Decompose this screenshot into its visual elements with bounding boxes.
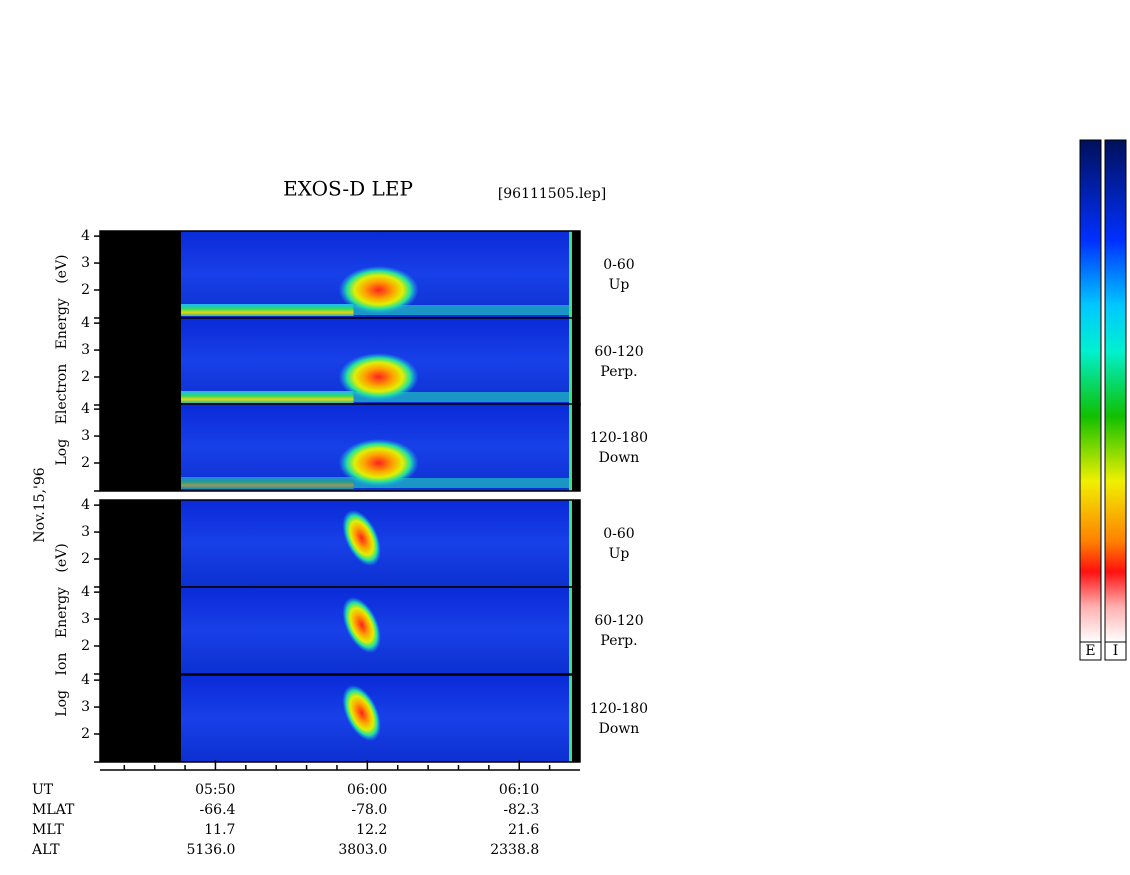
- spectrogram-edge: [569, 587, 572, 674]
- orbit-value: -82.3: [503, 802, 539, 818]
- panel-frame: [99, 674, 581, 763]
- y-tick-label: 2: [81, 551, 90, 567]
- y-tick-label: 3: [81, 342, 90, 358]
- y-tick-label: 2: [81, 638, 90, 654]
- orbit-row-label: UT: [32, 782, 54, 798]
- orbit-value: 5136.0: [186, 842, 235, 858]
- orbit-value: 21.6: [508, 822, 539, 838]
- y-axis-label: Log Ion Energy (eV): [54, 543, 70, 716]
- date-label: Nov.15,'96: [32, 467, 48, 542]
- colorbar-label: I: [1113, 643, 1119, 659]
- spectrogram-feature: [342, 684, 381, 742]
- spectrogram-edge: [569, 404, 572, 491]
- colorbar-label-box: [1104, 641, 1127, 661]
- orbit-row-label: MLT: [32, 822, 64, 838]
- panel-frame: [99, 403, 581, 492]
- orbit-value: 06:10: [499, 782, 539, 798]
- y-tick-label: 2: [81, 369, 90, 385]
- spectrogram-edge: [569, 675, 572, 762]
- spectrogram-band: [353, 305, 572, 315]
- spectrogram-band: [181, 391, 354, 403]
- orbit-value: -66.4: [200, 802, 236, 818]
- spectrogram-feature: [342, 509, 381, 567]
- y-axis-label: Log Electron Energy (eV): [54, 254, 70, 465]
- y-tick-label: 3: [81, 255, 90, 271]
- colorbar: [1104, 139, 1127, 643]
- orbit-value: 11.7: [204, 822, 235, 838]
- file-label: [96111505.lep]: [498, 186, 606, 202]
- y-tick-label: 3: [81, 428, 90, 444]
- spectrogram-band: [353, 478, 572, 488]
- colorbar-label-box: [1079, 641, 1102, 661]
- orbit-value: 12.2: [356, 822, 387, 838]
- panel-angle: 0-60: [603, 257, 634, 273]
- panel-angle: 120-180: [590, 701, 648, 717]
- spectrogram-band: [353, 392, 572, 402]
- orbit-value: 3803.0: [338, 842, 387, 858]
- orbit-row-label: ALT: [31, 842, 60, 858]
- panel-direction: Down: [599, 450, 640, 466]
- orbit-value: 06:00: [347, 782, 387, 798]
- spectrogram-band: [181, 304, 354, 316]
- y-tick-label: 4: [81, 672, 90, 688]
- panel-direction: Up: [609, 546, 630, 562]
- orbit-value: 2338.8: [490, 842, 539, 858]
- panel-angle: 0-60: [603, 526, 634, 542]
- orbit-value: -78.0: [351, 802, 387, 818]
- spectrogram-band: [181, 477, 354, 489]
- y-tick-label: 4: [81, 228, 90, 244]
- spectrogram-edge: [569, 318, 572, 405]
- y-tick-label: 2: [81, 726, 90, 742]
- spectrogram-edge: [569, 500, 572, 587]
- y-tick-label: 2: [81, 455, 90, 471]
- panel-angle: 60-120: [594, 344, 643, 360]
- y-tick-label: 2: [81, 282, 90, 298]
- spectrogram-feature: [338, 266, 419, 314]
- spectrogram-feature: [338, 353, 419, 401]
- panel-angle: 120-180: [590, 430, 648, 446]
- y-tick-label: 3: [81, 699, 90, 715]
- chart-title: EXOS-D LEP: [283, 177, 413, 201]
- panel-angle: 60-120: [594, 613, 643, 629]
- y-tick-label: 4: [81, 497, 90, 513]
- panel-direction: Down: [599, 721, 640, 737]
- y-tick-label: 3: [81, 611, 90, 627]
- y-tick-label: 3: [81, 524, 90, 540]
- panel-frame: [99, 586, 581, 675]
- y-tick-label: 4: [81, 584, 90, 600]
- orbit-row-label: MLAT: [32, 802, 75, 818]
- panel-direction: Perp.: [600, 633, 637, 649]
- spectrogram-edge: [569, 231, 572, 318]
- panel-direction: Perp.: [600, 364, 637, 380]
- y-tick-label: 4: [81, 401, 90, 417]
- colorbar-label: E: [1085, 643, 1095, 659]
- spectrogram-feature: [338, 439, 419, 487]
- spectrogram-feature: [342, 596, 381, 654]
- panel-direction: Up: [609, 277, 630, 293]
- colorbar: [1079, 139, 1102, 643]
- y-tick-label: 4: [81, 315, 90, 331]
- orbit-value: 05:50: [195, 782, 235, 798]
